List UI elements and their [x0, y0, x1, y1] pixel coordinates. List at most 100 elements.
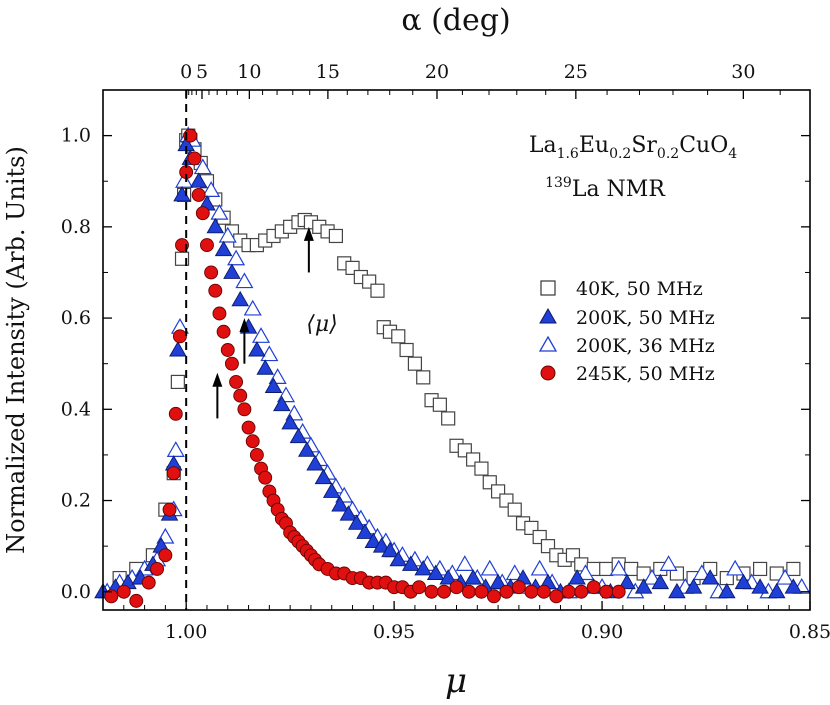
- legend-marker-triangle-open: [538, 335, 558, 352]
- data-point-circle: [187, 151, 202, 166]
- data-point-circle: [200, 238, 214, 253]
- data-point-triangle-filled: [414, 560, 433, 576]
- data-point-triangle-filled: [372, 537, 391, 553]
- data-point-circle: [511, 580, 526, 595]
- data-point-triangle-open: [642, 568, 661, 585]
- alpha-tick-label: 30: [731, 61, 755, 83]
- data-point-circle: [237, 402, 252, 417]
- data-point-triangle-open: [505, 564, 524, 581]
- data-point-triangle-open: [530, 559, 549, 576]
- data-point-circle: [166, 466, 181, 481]
- data-point-circle: [172, 329, 187, 344]
- data-point-square: [391, 329, 406, 344]
- y-tick-label: 0.6: [61, 307, 91, 329]
- data-point-square: [170, 374, 185, 390]
- alpha-tick-label: 25: [564, 61, 588, 83]
- axes: 1.00 0.95 0.90 0.850.00.20.40.60.81.00 5 10 15…: [61, 61, 830, 643]
- legend-entry: 40K, 50 MHz: [540, 278, 703, 300]
- data-point-triangle-filled: [347, 514, 366, 530]
- data-point-triangle-filled: [169, 341, 187, 357]
- data-point-triangle-open: [235, 272, 254, 289]
- data-point-triangle-open: [455, 555, 474, 571]
- data-point-triangle-open: [218, 226, 237, 243]
- data-point-circle: [574, 584, 589, 599]
- data-point-triangle-filled: [331, 496, 349, 512]
- legend-marker-square-open: [540, 280, 556, 296]
- series-layer: [94, 126, 811, 608]
- nmr-label: 139La NMR: [545, 175, 666, 202]
- top-axis-title: α (deg): [401, 3, 510, 38]
- data-point-triangle-filled: [339, 505, 358, 521]
- data-point-square: [441, 411, 456, 426]
- y-tick-label: 0.2: [61, 490, 91, 512]
- data-point-triangle-filled: [264, 377, 283, 393]
- legend-label-200k-50: 200K, 50 MHz: [576, 307, 715, 329]
- x-tick-label: 0.85: [789, 621, 830, 643]
- data-point-circle: [116, 584, 131, 599]
- alpha-tick-label: 10: [237, 61, 261, 83]
- data-point-circle: [220, 343, 235, 357]
- data-point-triangle-filled: [618, 573, 636, 590]
- data-point-circle: [204, 265, 219, 280]
- data-point-circle: [233, 388, 248, 403]
- compound-formula: La1.6Eu0.2Sr0.2CuO4: [529, 133, 737, 162]
- data-point-triangle-filled: [256, 359, 274, 375]
- data-point-square: [474, 461, 489, 476]
- legend-entry: 200K, 36 MHz: [538, 335, 715, 357]
- data-point-triangle-filled: [248, 341, 266, 357]
- data-point-circle: [241, 420, 256, 435]
- data-point-circle: [486, 589, 501, 604]
- data-point-circle: [141, 575, 156, 590]
- data-point-circle: [424, 584, 439, 599]
- data-point-triangle-filled: [298, 441, 316, 457]
- data-point-triangle-filled: [206, 217, 225, 234]
- data-point-triangle-filled: [289, 427, 308, 444]
- alpha-tick-label: 20: [425, 61, 449, 83]
- legend-label-40k: 40K, 50 MHz: [576, 278, 703, 300]
- data-point-triangle-open: [166, 441, 185, 457]
- data-point-circle: [212, 306, 227, 321]
- data-point-triangle-open: [210, 203, 229, 220]
- y-tick-label: 0.4: [61, 398, 91, 420]
- legend-label-200k-36: 200K, 36 MHz: [576, 335, 715, 357]
- data-point-triangle-open: [227, 249, 246, 266]
- data-point-square: [599, 561, 614, 577]
- data-point-triangle-open: [576, 564, 595, 581]
- data-point-triangle-filled: [784, 578, 803, 594]
- data-point-circle: [224, 356, 239, 371]
- data-point-circle: [168, 406, 183, 421]
- data-point-triangle-open: [202, 181, 221, 197]
- data-point-square: [407, 356, 423, 371]
- data-point-triangle-filled: [651, 573, 670, 590]
- data-point-triangle-open: [175, 172, 194, 188]
- data-point-circle: [104, 589, 119, 604]
- data-point-square: [752, 561, 768, 577]
- data-point-square: [432, 397, 447, 412]
- data-point-triangle-filled: [426, 564, 445, 580]
- data-point-circle: [586, 580, 601, 595]
- data-point-triangle-open: [243, 299, 262, 316]
- data-point-triangle-filled: [401, 555, 420, 571]
- x-tick-label: 0.90: [581, 621, 623, 643]
- data-point-triangle-filled: [489, 573, 507, 590]
- legend-entry: 245K, 50 MHz: [540, 363, 715, 385]
- data-point-triangle-open: [193, 158, 212, 175]
- data-point-circle: [216, 324, 231, 339]
- data-point-triangle-open: [726, 559, 745, 576]
- data-point-triangle-filled: [381, 541, 399, 558]
- legend-marker-triangle-filled: [539, 307, 557, 324]
- data-point-triangle-filled: [634, 578, 653, 594]
- data-point-square: [370, 283, 385, 298]
- data-point-triangle-filled: [701, 569, 719, 585]
- x-axis-title: μ: [445, 661, 467, 701]
- legend: 40K, 50 MHz 200K, 50 MHz 200K, 36 MHz 24…: [538, 278, 715, 385]
- mean-mu-label: ⟨μ⟩: [306, 312, 337, 337]
- data-point-circle: [258, 470, 273, 485]
- data-point-triangle-filled: [306, 455, 324, 471]
- data-point-circle: [549, 589, 564, 604]
- data-point-triangle-filled: [568, 569, 586, 585]
- data-point-triangle-filled: [718, 582, 736, 599]
- data-point-circle: [229, 374, 244, 389]
- y-tick-label: 1.0: [61, 125, 91, 147]
